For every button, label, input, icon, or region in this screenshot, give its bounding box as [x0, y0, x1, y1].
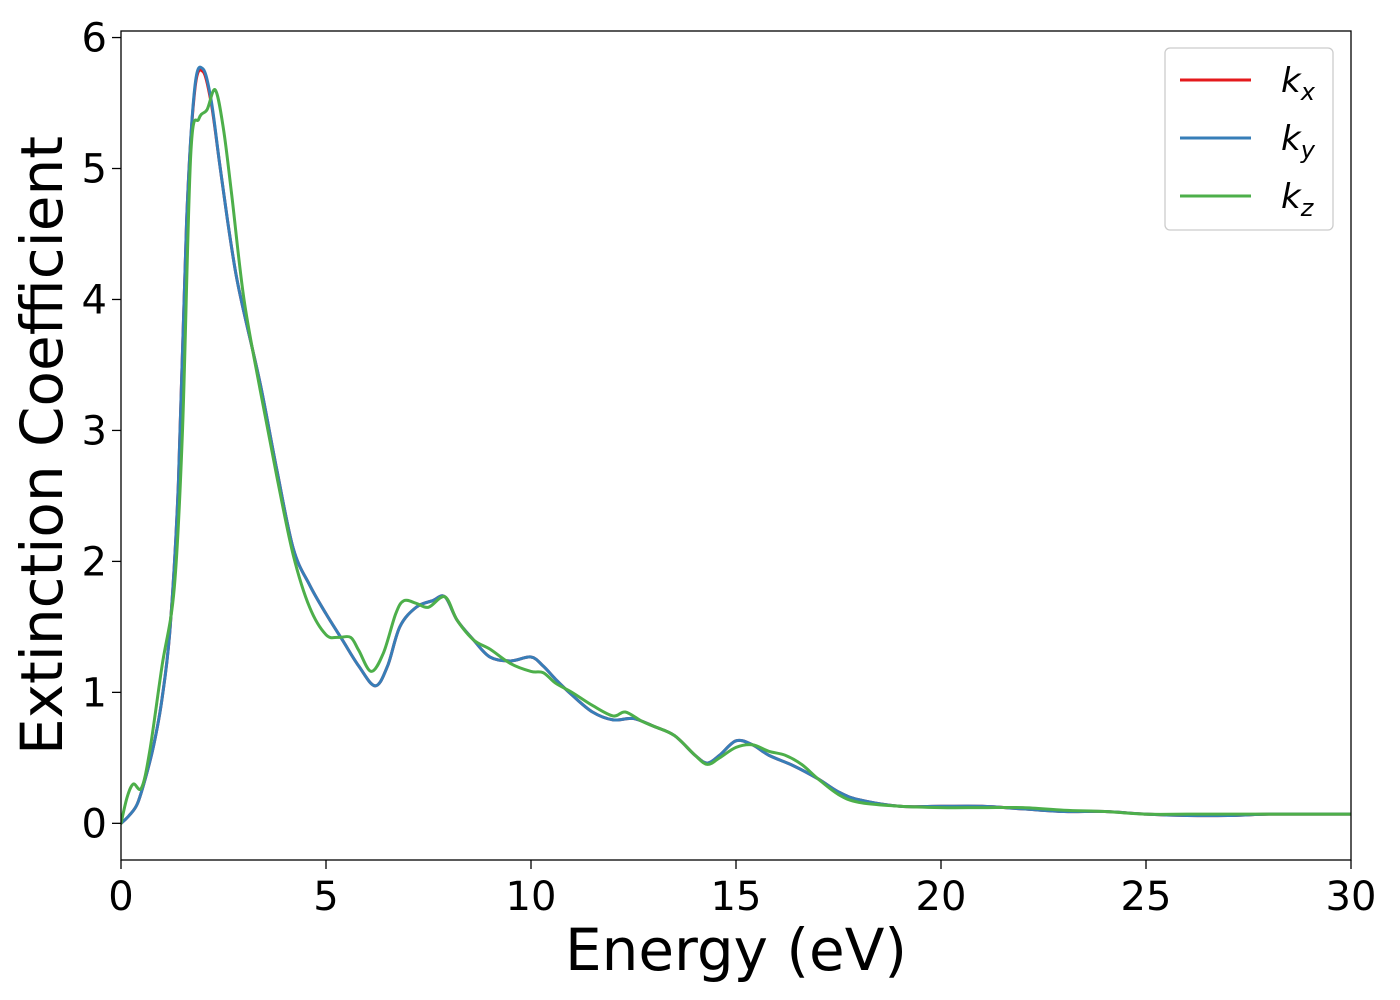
y-tick-label: 2	[82, 539, 107, 585]
x-tick-label: 5	[313, 874, 338, 920]
y-tick-label: 1	[82, 670, 107, 716]
y-axis-ticks: 0 1 2 3 4 5 6	[82, 16, 121, 847]
legend: kx ky kz	[1164, 47, 1334, 231]
legend-label-kz: kz	[1281, 177, 1315, 222]
x-tick-label: 15	[711, 874, 762, 920]
x-axis-ticks: 0 5 10 15 20 25 30	[108, 860, 1376, 920]
x-tick-label: 10	[506, 874, 557, 920]
x-tick-label: 30	[1326, 874, 1377, 920]
plot-lines	[121, 65, 1351, 825]
y-tick-label: 4	[82, 277, 107, 323]
legend-label-kx: kx	[1281, 61, 1316, 106]
y-tick-label: 6	[82, 16, 107, 62]
legend-label-ky: ky	[1281, 119, 1316, 164]
y-tick-label: 0	[82, 801, 107, 847]
series-line-kz	[121, 88, 1351, 825]
x-axis-label: Energy (eV)	[565, 916, 907, 984]
x-tick-label: 0	[108, 874, 133, 920]
x-tick-label: 20	[916, 874, 967, 920]
y-tick-label: 5	[82, 147, 107, 193]
y-axis-label: Extinction Coefficient	[8, 136, 76, 755]
x-tick-label: 25	[1121, 874, 1172, 920]
y-tick-label: 3	[82, 408, 107, 454]
